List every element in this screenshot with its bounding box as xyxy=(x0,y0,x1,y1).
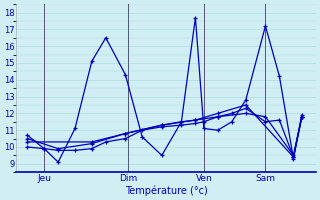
X-axis label: Température (°c): Température (°c) xyxy=(124,185,207,196)
